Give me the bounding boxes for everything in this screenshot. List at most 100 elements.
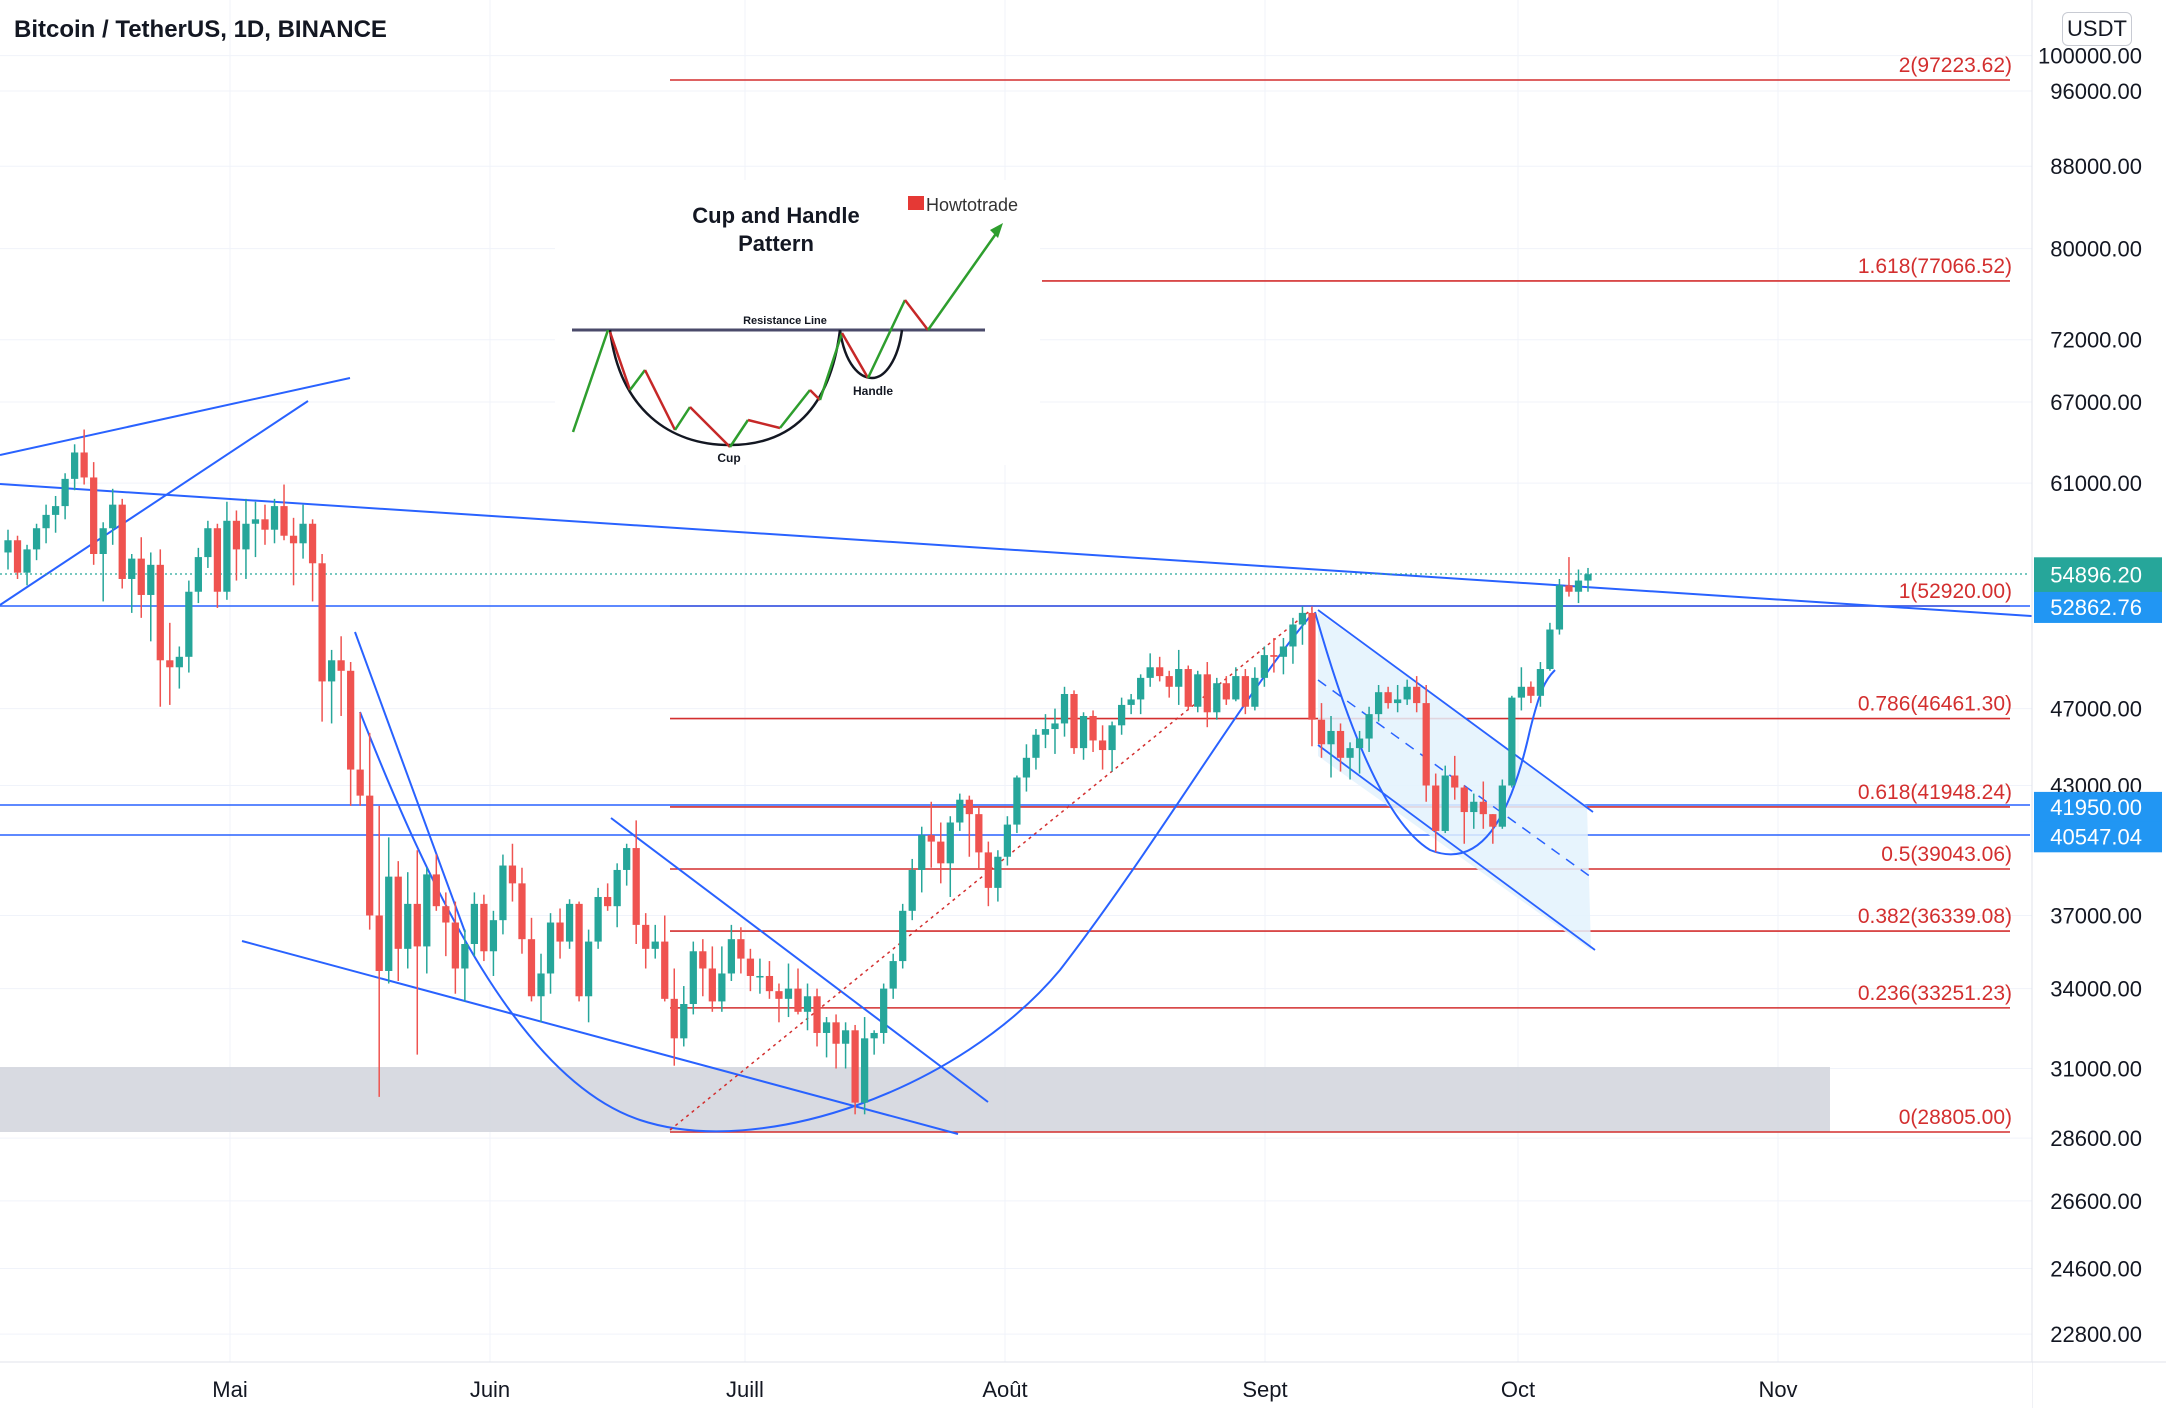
candle-body[interactable] — [1479, 801, 1487, 815]
candle-body[interactable] — [642, 924, 650, 949]
candle-body[interactable] — [975, 814, 983, 853]
candle-body[interactable] — [623, 848, 631, 870]
candle-body[interactable] — [1470, 801, 1478, 813]
candle-body[interactable] — [347, 670, 355, 770]
candle-body[interactable] — [1241, 676, 1249, 707]
candle-body[interactable] — [1432, 785, 1440, 831]
candle-body[interactable] — [327, 660, 336, 682]
candle-body[interactable] — [1203, 674, 1211, 713]
candle-body[interactable] — [1374, 692, 1383, 715]
candle-body[interactable] — [727, 939, 735, 974]
candle-body[interactable] — [1108, 725, 1116, 751]
candle-body[interactable] — [251, 519, 260, 524]
candle-body[interactable] — [1165, 676, 1173, 687]
candle-body[interactable] — [851, 1030, 859, 1103]
candle-body[interactable] — [71, 452, 79, 479]
candle-body[interactable] — [1574, 580, 1583, 592]
candle-body[interactable] — [1146, 667, 1154, 678]
candle-body[interactable] — [994, 856, 1002, 888]
candle-body[interactable] — [1041, 729, 1050, 735]
cup-arc[interactable] — [359, 613, 1313, 1133]
candle-body[interactable] — [1489, 814, 1497, 827]
candle-body[interactable] — [575, 903, 583, 997]
candle-body[interactable] — [708, 968, 716, 1002]
candle-body[interactable] — [870, 1032, 878, 1039]
candle-body[interactable] — [118, 504, 126, 579]
candle-body[interactable] — [1546, 629, 1554, 670]
candle-body[interactable] — [689, 951, 697, 1005]
candle-body[interactable] — [1194, 674, 1202, 707]
candle-body[interactable] — [1403, 686, 1411, 700]
candle-body[interactable] — [270, 506, 279, 530]
candle-body[interactable] — [299, 523, 307, 544]
candle-body[interactable] — [1413, 686, 1421, 704]
trendline-falling-wedge[interactable] — [610, 817, 989, 1103]
candle-body[interactable] — [1565, 585, 1573, 592]
candle-body[interactable] — [889, 961, 897, 989]
trend-drawings[interactable] — [0, 377, 2156, 1135]
candle-body[interactable] — [204, 528, 212, 558]
candle-body[interactable] — [984, 852, 992, 888]
candle-body[interactable] — [1156, 667, 1164, 677]
candle-body[interactable] — [946, 822, 954, 864]
candle-body[interactable] — [175, 656, 183, 668]
candle-body[interactable] — [556, 922, 564, 942]
candle-body[interactable] — [442, 906, 450, 923]
candle-body[interactable] — [1003, 824, 1012, 857]
candle-body[interactable] — [1317, 719, 1326, 745]
candle-body[interactable] — [1222, 683, 1230, 700]
candle-body[interactable] — [1051, 723, 1059, 730]
candle-body[interactable] — [280, 506, 288, 536]
candle-body[interactable] — [756, 975, 764, 978]
candle-body[interactable] — [813, 996, 821, 1033]
candle-body[interactable] — [1289, 624, 1297, 647]
candle-body[interactable] — [737, 939, 745, 959]
candle-body[interactable] — [499, 865, 507, 921]
candle-body[interactable] — [1232, 676, 1240, 700]
flag-lower[interactable] — [1317, 744, 1596, 951]
candle-body[interactable] — [156, 564, 164, 661]
candle-body[interactable] — [289, 535, 298, 544]
candle-body[interactable] — [318, 563, 326, 682]
candle-body[interactable] — [1070, 693, 1078, 749]
candle-body[interactable] — [128, 558, 136, 579]
candle-body[interactable] — [185, 591, 193, 657]
candle-body[interactable] — [166, 660, 174, 668]
candle-body[interactable] — [489, 920, 498, 952]
candle-body[interactable] — [23, 549, 31, 573]
candle-body[interactable] — [61, 478, 69, 507]
candle-body[interactable] — [1260, 655, 1269, 678]
candle-body[interactable] — [1060, 693, 1069, 724]
trendline-upper-channel-1[interactable] — [0, 377, 351, 456]
candle-body[interactable] — [784, 988, 793, 999]
candle-body[interactable] — [508, 865, 517, 884]
candle-body[interactable] — [1213, 683, 1221, 713]
candle-body[interactable] — [99, 528, 107, 554]
candle-body[interactable] — [232, 520, 241, 550]
candle-body[interactable] — [1527, 686, 1535, 696]
candle-body[interactable] — [661, 941, 669, 999]
candle-body[interactable] — [242, 523, 250, 550]
candle-body[interactable] — [4, 540, 12, 553]
candle-body[interactable] — [861, 1038, 869, 1103]
candle-body[interactable] — [1079, 715, 1088, 749]
candle-body[interactable] — [594, 896, 602, 942]
candle-body[interactable] — [1498, 785, 1506, 827]
candle-body[interactable] — [42, 514, 50, 529]
candle-body[interactable] — [680, 1004, 688, 1039]
candle-body[interactable] — [223, 520, 231, 592]
candle-body[interactable] — [832, 1022, 840, 1044]
candle-body[interactable] — [337, 660, 345, 671]
trendline-zigzag-1[interactable] — [354, 631, 466, 933]
candle-body[interactable] — [1098, 740, 1107, 751]
candle-body[interactable] — [375, 915, 383, 971]
candle-body[interactable] — [80, 452, 88, 478]
candle-body[interactable] — [1117, 704, 1126, 726]
candle-body[interactable] — [604, 896, 612, 907]
candle-body[interactable] — [480, 903, 488, 952]
candle-body[interactable] — [404, 903, 412, 949]
candle-body[interactable] — [1346, 748, 1354, 758]
candle-body[interactable] — [880, 988, 888, 1033]
candle-body[interactable] — [1336, 730, 1345, 758]
